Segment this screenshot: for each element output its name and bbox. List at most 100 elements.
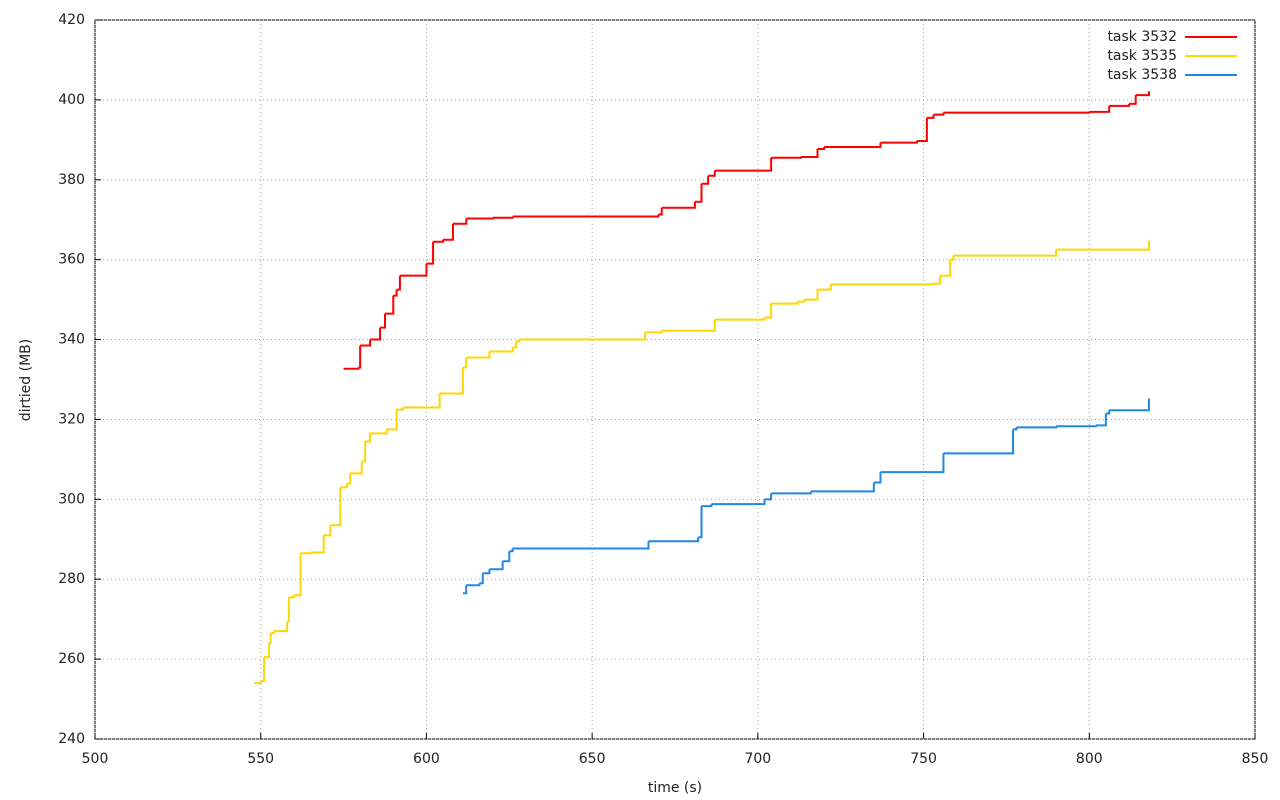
line-step xyxy=(264,643,270,659)
line-step xyxy=(1056,425,1097,428)
line-step xyxy=(771,301,799,305)
line-step xyxy=(940,259,952,277)
line-step xyxy=(817,147,826,151)
line-step xyxy=(661,319,716,332)
line-step xyxy=(711,499,766,506)
line-step xyxy=(771,491,812,495)
line-step xyxy=(645,330,663,334)
line-step xyxy=(466,583,481,587)
y-tick-label: 400 xyxy=(58,92,85,108)
line-step xyxy=(1135,94,1150,97)
line-step xyxy=(365,433,372,443)
x-tick-label: 800 xyxy=(1076,751,1103,767)
line-step xyxy=(482,569,491,575)
line-step xyxy=(489,347,514,353)
line-step xyxy=(933,275,942,285)
line-step xyxy=(452,218,468,225)
line-step xyxy=(287,597,290,623)
line-step xyxy=(396,407,405,411)
line-step xyxy=(880,453,945,474)
line-step xyxy=(462,357,468,369)
line-step xyxy=(254,681,262,685)
line-step xyxy=(492,216,514,219)
y-tick-label: 380 xyxy=(58,172,85,188)
line-step xyxy=(1056,243,1150,251)
line-step xyxy=(824,142,882,149)
y-tick-label: 280 xyxy=(58,571,85,587)
line-step xyxy=(466,217,494,220)
line-step xyxy=(330,487,342,527)
line-step xyxy=(370,429,388,435)
x-tick-label: 600 xyxy=(413,751,440,767)
line-step xyxy=(270,631,275,635)
line-step xyxy=(797,299,806,303)
line-step xyxy=(288,595,295,599)
line-step xyxy=(708,170,716,177)
line-step xyxy=(300,552,312,555)
line-step xyxy=(950,255,955,261)
line-step xyxy=(764,303,773,319)
line-step xyxy=(502,551,511,563)
line-step xyxy=(310,535,325,554)
y-tick-label: 260 xyxy=(58,651,85,667)
legend-label: task 3535 xyxy=(1107,48,1177,64)
y-axis-label: dirtied (MB) xyxy=(18,339,34,421)
line-step xyxy=(380,313,386,329)
line-step xyxy=(273,621,289,633)
line-step xyxy=(658,207,663,216)
line-step xyxy=(714,157,773,172)
line-step xyxy=(943,111,1091,114)
line-step xyxy=(933,112,945,116)
line-step xyxy=(479,573,484,585)
line-step xyxy=(396,275,401,291)
line-step xyxy=(385,295,395,315)
line-step xyxy=(1109,401,1150,412)
x-tick-label: 850 xyxy=(1242,751,1269,767)
line-step xyxy=(661,201,696,209)
line-step xyxy=(350,461,363,475)
line-step xyxy=(466,351,491,359)
line-step xyxy=(800,149,819,159)
line-step xyxy=(953,249,1058,257)
line-step xyxy=(694,183,703,203)
line-step xyxy=(810,482,875,493)
line-step xyxy=(433,239,444,243)
line-step xyxy=(439,367,464,395)
line-step xyxy=(701,504,713,508)
line-step xyxy=(916,117,928,143)
line-step xyxy=(764,493,773,501)
line-step xyxy=(293,553,302,597)
line-step xyxy=(512,541,650,550)
line-step xyxy=(512,341,517,349)
y-tick-label: 240 xyxy=(58,731,85,747)
line-step xyxy=(1105,410,1111,415)
x-axis-label: time (s) xyxy=(648,780,702,796)
y-tick-label: 360 xyxy=(58,252,85,268)
line-step xyxy=(701,175,710,185)
line-step xyxy=(1089,105,1111,113)
x-tick-label: 650 xyxy=(579,751,606,767)
line-step xyxy=(804,289,819,301)
y-tick-label: 300 xyxy=(58,491,85,507)
line-step xyxy=(830,283,935,286)
line-step xyxy=(1016,426,1058,429)
line-step xyxy=(714,317,766,321)
line-step xyxy=(443,223,454,241)
line-step xyxy=(1095,413,1107,427)
line-step xyxy=(346,473,352,485)
legend-label: task 3532 xyxy=(1107,29,1177,45)
line-step xyxy=(358,345,362,369)
x-tick-label: 700 xyxy=(744,751,771,767)
line-step xyxy=(426,241,435,265)
line-step xyxy=(462,585,468,595)
line-step xyxy=(1129,95,1137,105)
line-step xyxy=(641,214,660,218)
line-step xyxy=(360,339,372,347)
line-step xyxy=(340,483,348,489)
y-tick-label: 320 xyxy=(58,411,85,427)
line-step xyxy=(343,367,360,370)
line-step xyxy=(648,537,700,543)
line-step xyxy=(817,284,832,291)
